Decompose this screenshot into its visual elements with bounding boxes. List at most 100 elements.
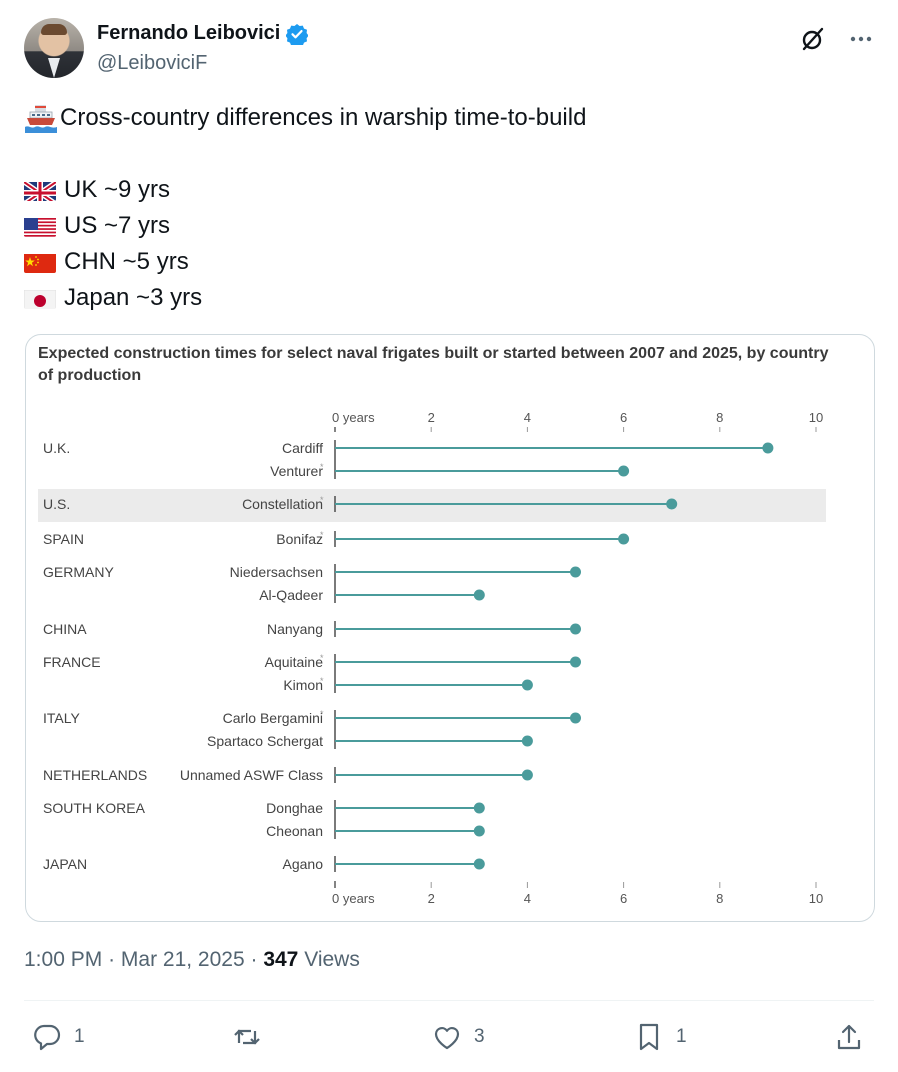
chart-title: Expected construction times for select n…: [38, 345, 829, 384]
lollipop-dot: [473, 802, 485, 814]
uk-flag-icon: [24, 179, 56, 201]
share-icon: [837, 1024, 861, 1050]
tweet-line-text: UK ~9 yrs: [64, 176, 171, 203]
china-flag-icon: [24, 251, 56, 273]
lollipop-dot: [762, 442, 774, 454]
ship-label: Niedersachsen: [230, 564, 323, 580]
like-button[interactable]: 3: [432, 1016, 485, 1058]
tweet-date[interactable]: Mar 21, 2025: [120, 948, 245, 971]
ship-label: Donghae: [266, 800, 323, 816]
ship-label: Constellation: [242, 496, 323, 512]
row-highlight: [38, 489, 826, 522]
country-label: ITALY: [43, 710, 80, 726]
more-icon[interactable]: [848, 26, 874, 52]
lollipop-dot: [473, 858, 485, 870]
x-tick-label-bottom: 10: [809, 891, 823, 906]
x-tick-label-bottom: 0 years: [332, 891, 375, 906]
ship-label: Venturer: [270, 463, 323, 479]
bookmark-button[interactable]: 1: [634, 1016, 687, 1058]
country-label: JAPAN: [43, 856, 87, 872]
x-tick-label-top: 0 years: [332, 410, 375, 425]
ship-label: Aquitaine: [265, 654, 324, 670]
ship-label: Bonifaz: [276, 531, 323, 547]
views-label: Views: [304, 948, 360, 971]
x-tick-label-top: 10: [809, 410, 823, 425]
like-count: 3: [474, 1026, 485, 1047]
lollipop-dot: [473, 825, 485, 837]
x-tick-label-bottom: 6: [620, 891, 627, 906]
tweet-line-text: Japan ~3 yrs: [64, 284, 203, 311]
lollipop-dot: [666, 498, 678, 510]
lollipop-dot: [521, 769, 533, 781]
lollipop-dot: [521, 735, 533, 747]
header-actions: [800, 26, 874, 52]
repost-button[interactable]: [232, 1016, 274, 1058]
reply-count: 1: [74, 1026, 85, 1047]
grok-icon[interactable]: [800, 26, 826, 52]
x-tick-label-bottom: 4: [524, 891, 531, 906]
lollipop-dot: [618, 533, 630, 545]
chart-image-card[interactable]: Expected construction times for select n…: [25, 334, 875, 922]
lollipop-dot: [618, 465, 630, 477]
lollipop-dot: [570, 712, 581, 724]
author-name-row: Fernando Leibovici: [97, 22, 309, 45]
country-label: SOUTH KOREA: [43, 800, 146, 816]
reply-button[interactable]: 1: [32, 1016, 85, 1058]
share-button[interactable]: [834, 1016, 864, 1058]
country-label: U.S.: [43, 496, 70, 512]
bookmark-icon: [639, 1023, 659, 1051]
author-handle[interactable]: @LeiboviciF: [97, 52, 208, 74]
x-tick-label-top: 8: [716, 410, 723, 425]
tweet-headline: Cross-country differences in warship tim…: [60, 104, 587, 131]
country-label: NETHERLANDS: [43, 767, 147, 783]
footnote-mark: *: [320, 495, 324, 505]
ship-label: Spartaco Schergat: [207, 733, 323, 749]
lollipop-dot: [570, 566, 581, 578]
heart-icon: [434, 1027, 460, 1050]
tweet-timestamp: 1:00 PM · Mar 21, 2025 · 347 Views: [24, 948, 360, 971]
bookmark-count: 1: [676, 1026, 687, 1047]
ship-label: Unnamed ASWF Class: [180, 767, 323, 783]
ship-label: Carlo Bergamini: [223, 710, 323, 726]
x-tick-label-bottom: 2: [428, 891, 435, 906]
tweet-line-text: US ~7 yrs: [64, 212, 171, 239]
footnote-mark: *: [320, 653, 324, 663]
ship-label: Cheonan: [266, 823, 323, 839]
x-tick-label-top: 2: [428, 410, 435, 425]
ship-emoji-icon: [25, 105, 57, 133]
country-label: U.K.: [43, 440, 70, 456]
japan-flag-icon: [24, 287, 56, 309]
lollipop-dot: [570, 656, 581, 668]
country-label: CHINA: [43, 621, 87, 637]
avatar[interactable]: [24, 18, 84, 78]
verified-badge-icon: [286, 23, 309, 45]
us-flag-icon: [24, 215, 56, 237]
tweet-line-uk: UK ~9 yrs: [24, 172, 864, 208]
tweet-line-text: CHN ~5 yrs: [64, 248, 189, 275]
footnote-mark: *: [320, 709, 324, 719]
reply-icon: [34, 1024, 61, 1051]
tweet-headline-line: Cross-country differences in warship tim…: [24, 100, 864, 136]
action-bar: 1 3 1: [24, 1016, 874, 1058]
tweet-line-china: CHN ~5 yrs: [24, 244, 864, 280]
footnote-mark: *: [320, 530, 324, 540]
divider: [24, 1000, 874, 1001]
tweet-text: Cross-country differences in warship tim…: [24, 100, 864, 316]
footnote-mark: *: [320, 462, 324, 472]
lollipop-dot: [570, 623, 581, 635]
tweet-time[interactable]: 1:00 PM: [24, 948, 103, 971]
country-label: GERMANY: [43, 564, 114, 580]
x-tick-label-bottom: 8: [716, 891, 723, 906]
ship-label: Agano: [283, 856, 324, 872]
lollipop-dot: [521, 679, 533, 691]
tweet-header: Fernando Leibovici @LeiboviciF: [24, 18, 874, 80]
lollipop-dot: [473, 589, 485, 601]
display-name[interactable]: Fernando Leibovici: [97, 22, 281, 44]
tweet-line-us: US ~7 yrs: [24, 208, 864, 244]
ship-label: Al-Qadeer: [259, 587, 323, 603]
country-label: SPAIN: [43, 531, 84, 547]
tweet-line-japan: Japan ~3 yrs: [24, 280, 864, 316]
lollipop-chart: 0 years 0 years 2 2 4 4 6 6 8 8 10 10 U.K. Cardiff Ven…: [38, 410, 826, 906]
repost-icon: [234, 1029, 260, 1045]
footnote-mark: *: [320, 676, 324, 686]
